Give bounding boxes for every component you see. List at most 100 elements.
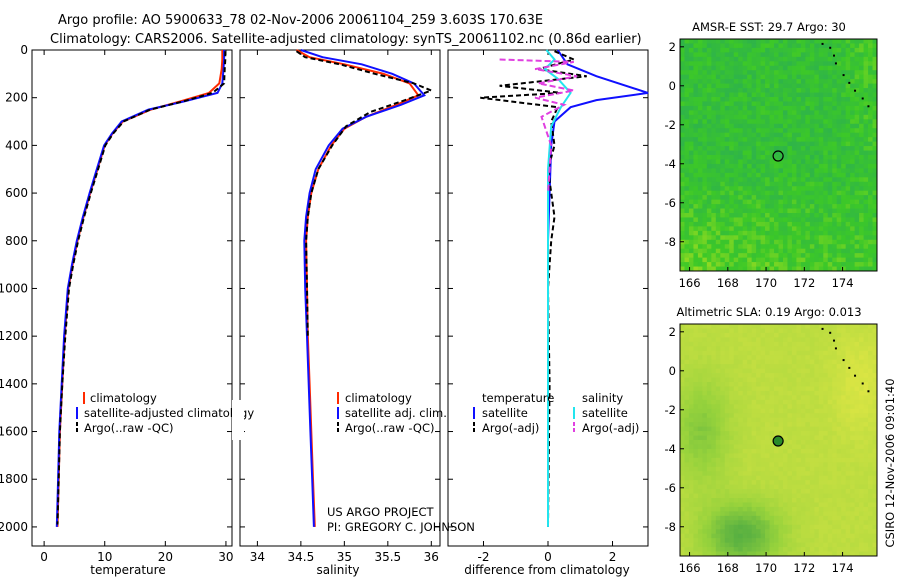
map-cell <box>733 435 739 441</box>
map-cell <box>850 377 856 383</box>
map-cell <box>872 39 878 44</box>
map-cell <box>715 101 721 107</box>
map-cell <box>836 79 842 85</box>
map-cell <box>693 506 699 512</box>
map-cell <box>706 114 712 120</box>
map-cell <box>774 377 779 383</box>
map-cell <box>854 471 860 477</box>
map-cell <box>778 404 784 410</box>
map-cell <box>805 213 811 218</box>
map-cell <box>702 128 708 134</box>
map-cell <box>868 382 873 387</box>
map-cell <box>711 235 717 241</box>
map-cell <box>711 332 717 338</box>
map-cell <box>836 141 842 147</box>
map-cell <box>733 199 739 205</box>
map-cell <box>782 195 788 201</box>
map-cell <box>747 61 753 67</box>
map-cell <box>850 435 856 441</box>
map-cell <box>729 417 735 423</box>
map-cell <box>702 226 708 232</box>
map-cell <box>760 79 766 85</box>
map-cell <box>711 377 717 383</box>
map-cell <box>868 542 873 548</box>
map-cell <box>760 511 766 517</box>
map-cell <box>765 43 770 49</box>
map-cell <box>863 172 869 178</box>
map-cell <box>863 377 869 383</box>
map-cell <box>774 404 779 410</box>
map-cell <box>684 204 690 209</box>
map-cell <box>697 324 703 329</box>
map-cell <box>760 221 766 227</box>
map-cell <box>720 141 726 147</box>
map-cell <box>850 350 856 356</box>
map-cell <box>711 373 717 378</box>
map-cell <box>850 204 856 209</box>
map-cell <box>688 457 694 463</box>
map-cell <box>818 39 824 44</box>
map-cell <box>774 364 779 370</box>
map-cell <box>715 163 721 169</box>
map-cell <box>742 43 748 49</box>
map-cell <box>809 462 815 468</box>
map-cell <box>836 132 842 138</box>
map-cell <box>854 328 860 334</box>
map-cell <box>787 266 793 272</box>
map-cell <box>760 332 766 338</box>
map-cell <box>697 341 703 347</box>
map-cell <box>702 475 708 481</box>
map-cell <box>729 453 735 459</box>
map-cell <box>854 217 860 223</box>
map-cell <box>765 61 770 67</box>
map-cell <box>859 217 864 223</box>
map-cell <box>791 350 797 356</box>
map-cell <box>800 386 806 392</box>
map-cell <box>778 204 784 209</box>
map-cell <box>854 47 860 53</box>
map-cell <box>751 542 757 548</box>
map-cell <box>711 440 717 445</box>
map-cell <box>863 146 869 151</box>
map-cell <box>850 119 856 125</box>
map-cell <box>724 547 730 552</box>
map-cell <box>796 43 802 49</box>
map-cell <box>751 453 757 459</box>
map-cell <box>814 199 820 205</box>
map-cell <box>791 217 797 223</box>
map-cell <box>872 253 878 259</box>
map-cell <box>818 533 824 539</box>
map-cell <box>818 440 824 445</box>
map-cell <box>814 226 820 232</box>
map-cell <box>823 332 829 338</box>
map-cell <box>778 61 784 67</box>
map-cell <box>863 101 869 107</box>
map-cell <box>800 346 806 352</box>
map-cell <box>697 448 703 454</box>
map-cell <box>836 417 842 423</box>
map-cell <box>827 515 833 521</box>
map-cell <box>693 65 699 71</box>
map-cell <box>800 529 806 535</box>
map-cell <box>827 226 833 232</box>
map-cell <box>760 390 766 396</box>
map-cell <box>760 547 766 552</box>
map-cell <box>818 332 824 338</box>
map-cell <box>684 230 690 236</box>
map-cell <box>809 475 815 481</box>
map-cell <box>697 110 703 116</box>
map-cell <box>872 426 878 432</box>
map-cell <box>756 83 761 89</box>
map-cell <box>747 444 753 450</box>
map-cell <box>729 141 735 147</box>
map-cell <box>841 119 847 125</box>
map-cell <box>863 217 869 223</box>
map-cell <box>872 213 878 218</box>
map-cell <box>711 119 717 125</box>
map-cell <box>738 70 744 76</box>
map-cell <box>738 506 744 512</box>
map-cell <box>836 390 842 396</box>
map-cell <box>854 190 860 196</box>
map-cell <box>751 377 757 383</box>
map-cell <box>859 502 864 508</box>
